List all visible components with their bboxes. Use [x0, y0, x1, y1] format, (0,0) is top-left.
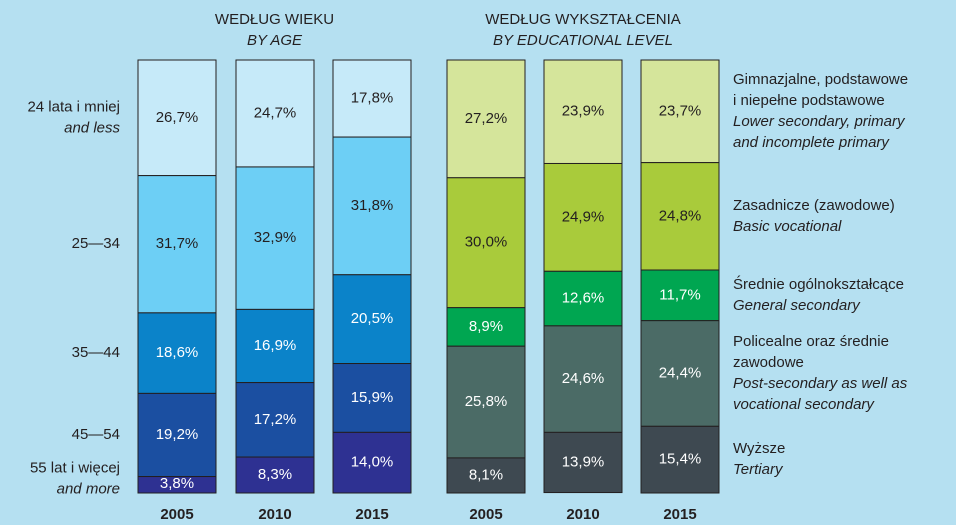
- bar-segment: [332, 431, 412, 494]
- value-label: 15,9%: [351, 389, 394, 406]
- value-label: 15,4%: [659, 451, 702, 468]
- legend-label: 55 lat i więcej: [30, 459, 120, 476]
- chart-subtitle: BY AGE: [247, 32, 303, 49]
- bar-segment: [235, 456, 315, 494]
- legend-label: vocational secondary: [733, 396, 875, 413]
- legend-label: 35—44: [72, 344, 120, 361]
- legend-label: Post-secondary as well as: [733, 375, 908, 392]
- value-label: 31,8%: [351, 197, 394, 214]
- legend-label: and less: [64, 119, 120, 136]
- bar-segment: [543, 162, 623, 272]
- bar-segment: [137, 476, 217, 494]
- legend-label: Gimnazjalne, podstawowe: [733, 71, 908, 88]
- legend-label: Tertiary: [733, 461, 784, 478]
- bar-segment: [446, 59, 526, 179]
- x-tick-label: 2005: [160, 506, 193, 523]
- legend-label: and incomplete primary: [733, 134, 890, 151]
- value-label: 32,9%: [254, 229, 297, 246]
- legend-label: Wyższe: [733, 440, 785, 457]
- bar-segment: [446, 307, 526, 347]
- bar-segment: [137, 175, 217, 314]
- bar-segment: [543, 270, 623, 327]
- value-label: 24,9%: [562, 208, 605, 225]
- value-label: 20,5%: [351, 310, 394, 327]
- bar-segment: [332, 274, 412, 365]
- bar-segment: [543, 431, 623, 494]
- bar-segment: [137, 392, 217, 478]
- bar-segment: [446, 457, 526, 494]
- value-label: 11,7%: [659, 286, 700, 303]
- value-label: 16,9%: [254, 337, 297, 354]
- x-tick-label: 2010: [566, 506, 599, 523]
- legend-label: i niepełne podstawowe: [733, 92, 885, 109]
- value-label: 23,9%: [562, 103, 605, 120]
- legend-label: Policealne oraz średnie: [733, 333, 889, 350]
- value-label: 8,9%: [469, 318, 503, 335]
- value-label: 18,6%: [156, 344, 199, 361]
- bar-segment: [332, 59, 412, 138]
- bar-segment: [137, 59, 217, 177]
- value-label: 17,2%: [254, 411, 297, 428]
- value-label: 12,6%: [562, 290, 605, 307]
- legend-label: 24 lata i mniej: [27, 98, 120, 115]
- legend-label: Lower secondary, primary: [733, 113, 906, 130]
- value-label: 24,8%: [659, 207, 702, 224]
- value-label: 19,2%: [156, 426, 199, 443]
- value-label: 8,3%: [258, 466, 292, 483]
- bar-segment: [640, 162, 720, 271]
- legend-label: Zasadnicze (zawodowe): [733, 197, 895, 214]
- bar-segment: [640, 59, 720, 164]
- bar-segment: [446, 345, 526, 459]
- bar-segment: [446, 177, 526, 309]
- bar-segment: [137, 312, 217, 394]
- legend-label: 45—54: [72, 426, 120, 443]
- value-label: 25,8%: [465, 393, 508, 410]
- x-tick-label: 2010: [258, 506, 291, 523]
- bar-segment: [640, 269, 720, 322]
- bar-segment: [640, 320, 720, 427]
- bar-segment: [543, 325, 623, 433]
- bar-segment: [543, 59, 623, 164]
- value-label: 13,9%: [562, 453, 605, 470]
- value-label: 24,6%: [562, 370, 605, 387]
- value-label: 3,8%: [160, 475, 194, 492]
- value-label: 27,2%: [465, 110, 508, 127]
- value-label: 8,1%: [469, 466, 503, 483]
- bar-segment: [235, 382, 315, 458]
- value-label: 24,4%: [659, 364, 702, 381]
- value-label: 23,7%: [659, 102, 702, 119]
- x-tick-label: 2005: [469, 506, 502, 523]
- legend-label: and more: [57, 480, 120, 497]
- bar-segment: [640, 425, 720, 494]
- chart-title: WEDŁUG WIEKU: [215, 11, 334, 28]
- value-label: 17,8%: [351, 90, 394, 107]
- legend-label: 25—34: [72, 235, 120, 252]
- value-label: 31,7%: [156, 235, 199, 252]
- legend-label: Średnie ogólnokształcące: [733, 275, 904, 293]
- bar-segment: [235, 308, 315, 384]
- legend-label: Basic vocational: [733, 218, 842, 235]
- legend-label: zawodowe: [733, 354, 804, 371]
- chart-subtitle: BY EDUCATIONAL LEVEL: [493, 32, 673, 49]
- x-tick-label: 2015: [355, 506, 388, 523]
- value-label: 30,0%: [465, 234, 508, 251]
- x-tick-label: 2015: [663, 506, 696, 523]
- value-label: 14,0%: [351, 454, 394, 471]
- value-label: 26,7%: [156, 109, 199, 126]
- legend-label: General secondary: [733, 297, 861, 314]
- chart-title: WEDŁUG WYKSZTAŁCENIA: [485, 11, 681, 28]
- bar-segment: [332, 363, 412, 433]
- value-label: 24,7%: [254, 104, 297, 121]
